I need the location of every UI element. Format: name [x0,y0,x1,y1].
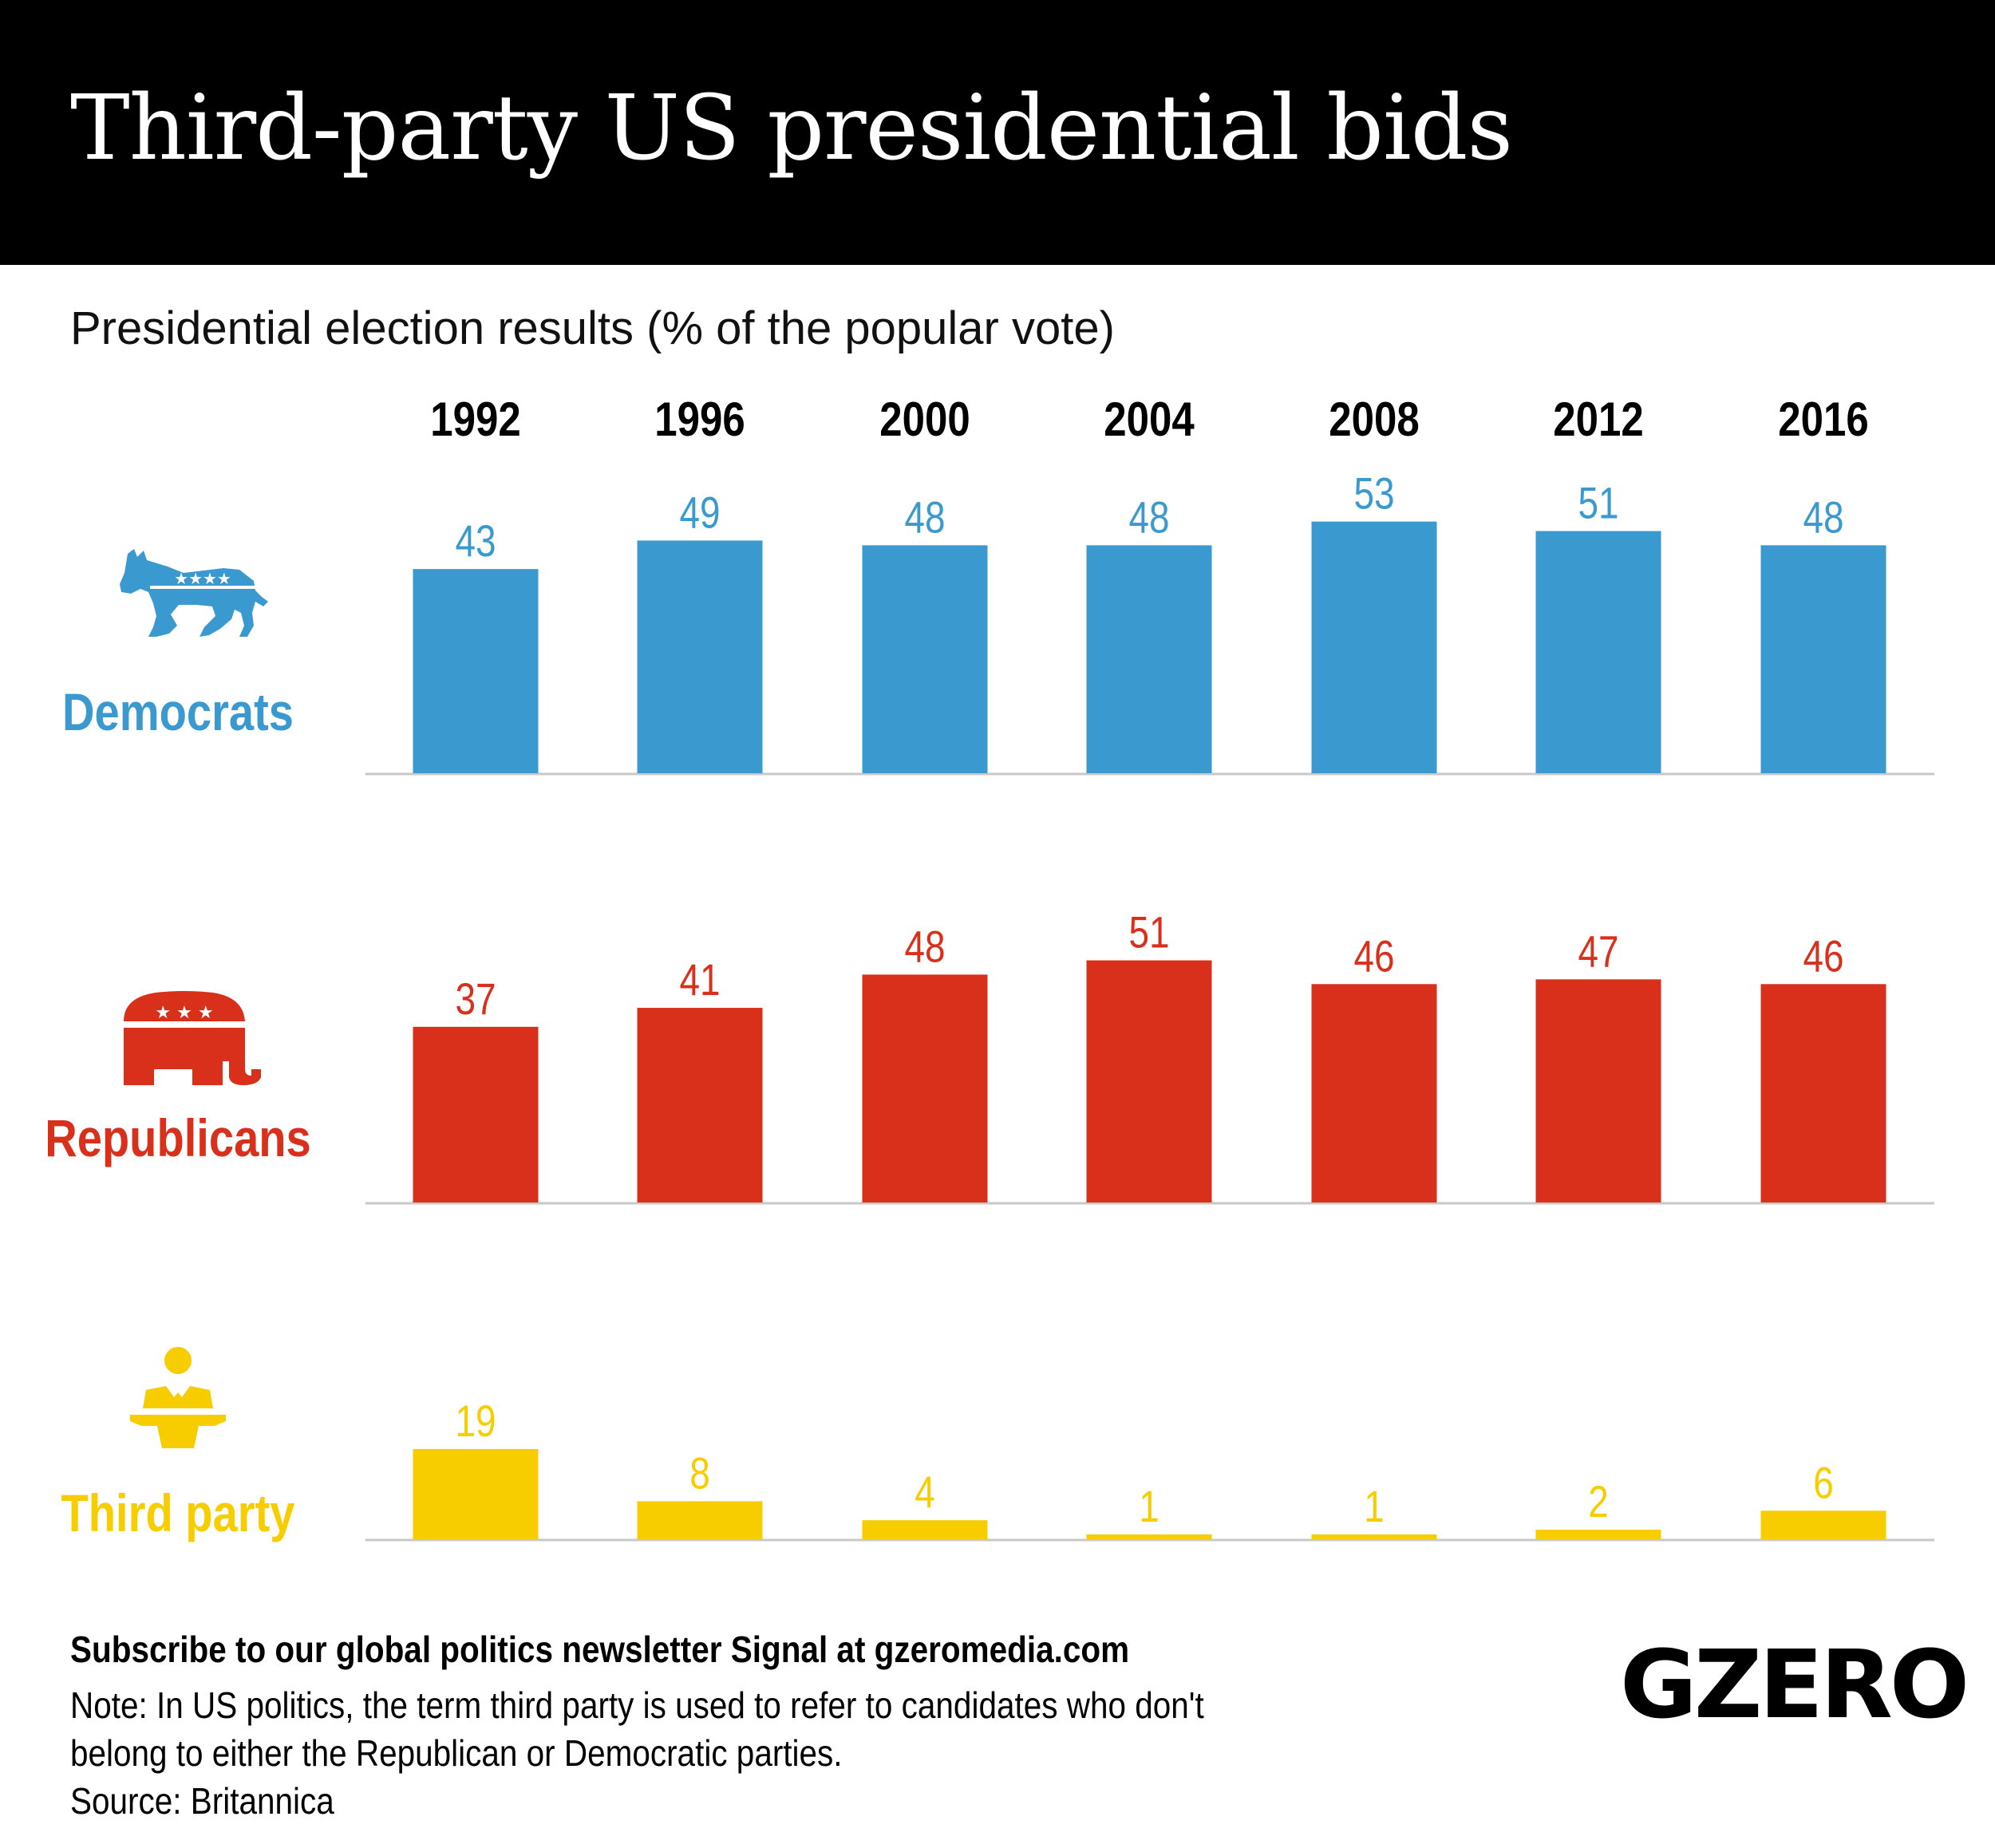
year-label: 1992 [430,393,520,446]
bar-republicans [1760,984,1886,1202]
bar-democrats [862,545,988,773]
header-bar [0,0,1995,265]
year-label: 2004 [1104,393,1194,446]
bar-democrats [1086,545,1212,773]
bar-republicans [862,974,988,1202]
podium-speaker-icon [130,1347,226,1448]
bar-democrats [413,569,539,773]
bar-third-party [413,1448,539,1539]
data-label: 4 [915,1467,935,1517]
year-label: 1996 [654,393,745,446]
bar-democrats [637,540,763,773]
data-label: 46 [1353,931,1394,981]
data-label: 48 [1128,492,1169,542]
data-label: 49 [679,488,720,537]
bar-third-party [1311,1534,1437,1539]
data-label: 53 [1353,468,1394,518]
data-label: 19 [455,1396,496,1446]
gzero-logo: GZERO [1620,1629,1969,1739]
data-label: 43 [455,516,496,566]
data-label: 48 [904,922,945,971]
bar-third-party [1535,1530,1661,1539]
bar-democrats [1535,531,1661,773]
series-label: Third party [61,1484,295,1542]
year-label: 2000 [879,393,970,446]
bar-democrats [1760,545,1886,773]
subscribe-text: Subscribe to our global politics newslet… [70,1629,1130,1670]
elephant-icon: ★ ★ ★ [124,991,261,1085]
chart-title: Third-party US presidential bids [70,77,1513,180]
source-text: Source: Britannica [70,1780,334,1822]
year-label: 2016 [1778,393,1868,446]
data-label: 46 [1803,931,1843,981]
svg-text:★ ★ ★: ★ ★ ★ [155,1003,213,1023]
series-label: Republicans [45,1109,311,1167]
chart-subtitle: Presidential election results (% of the … [70,302,1115,354]
bar-third-party [637,1501,763,1539]
bar-republicans [413,1026,539,1202]
svg-text:★★★★: ★★★★ [174,569,231,588]
data-label: 37 [455,974,496,1024]
bar-republicans [637,1008,763,1202]
bar-republicans [1086,960,1212,1202]
note-line-1: Note: In US politics, the term third par… [70,1684,1204,1726]
data-label: 1 [1139,1482,1159,1531]
data-label: 1 [1364,1482,1385,1531]
bar-republicans [1311,984,1437,1202]
bar-third-party [1760,1510,1886,1539]
series-label: Democrats [62,683,294,741]
bar-democrats [1311,521,1437,773]
donkey-icon: ★★★★ [120,549,268,637]
note-line-2: belong to either the Republican or Democ… [70,1732,843,1774]
data-label: 41 [679,955,720,1005]
data-label: 51 [1578,478,1618,527]
data-label: 48 [1803,492,1843,542]
data-label: 8 [689,1448,710,1498]
bar-third-party [862,1520,988,1539]
data-label: 51 [1128,907,1169,957]
data-label: 2 [1588,1477,1609,1526]
data-label: 48 [904,492,945,542]
bar-third-party [1086,1534,1212,1539]
bar-republicans [1535,979,1661,1202]
data-label: 47 [1578,926,1618,976]
year-label: 2008 [1329,393,1419,446]
year-label: 2012 [1553,393,1643,446]
data-label: 6 [1813,1458,1834,1507]
